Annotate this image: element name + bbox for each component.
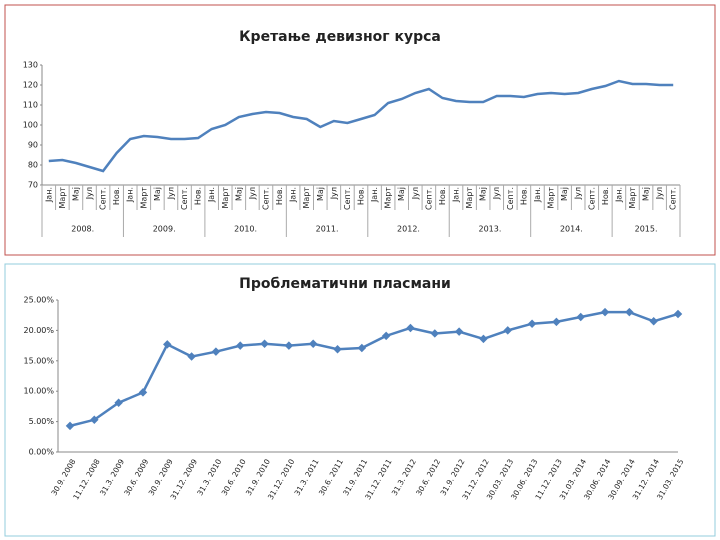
marker: [406, 323, 415, 333]
marker: [625, 307, 634, 317]
x-tick-label: Нов.: [357, 187, 366, 205]
marker: [454, 327, 464, 336]
x-tick-label: Мај: [234, 187, 243, 201]
marker: [381, 331, 391, 341]
marker: [527, 319, 537, 328]
x-tick-label: Септ.: [180, 187, 189, 210]
x-tick-label: Март: [628, 187, 637, 209]
year-label: 2014.: [560, 225, 583, 234]
x-tick-label: Мај: [642, 187, 651, 201]
line: [48, 79, 674, 173]
marker: [649, 317, 658, 326]
y-tick-label: 20.00%: [23, 326, 54, 335]
x-tick-label: Јул: [166, 187, 175, 200]
marker: [357, 343, 367, 353]
x-tick-label: Мај: [397, 187, 406, 201]
x-tick-label: Март: [465, 187, 474, 209]
x-tick-label: Мај: [479, 187, 488, 201]
x-tick-label: Нов.: [519, 187, 528, 205]
marker: [552, 317, 561, 327]
y-tick-label: 25.00%: [23, 296, 54, 305]
y-tick-label: 100: [23, 121, 38, 130]
x-tick-label: Јан.: [126, 187, 135, 203]
y-tick-label: 15.00%: [23, 356, 54, 365]
y-tick-label: 130: [23, 61, 38, 70]
y-tick-label: 110: [23, 101, 38, 110]
x-tick-label: Март: [302, 187, 311, 209]
marker: [90, 415, 99, 425]
x-tick-label: Март: [384, 187, 393, 209]
x-tick-label: Мај: [316, 187, 325, 201]
marker: [163, 340, 172, 349]
marker: [211, 347, 221, 356]
marker: [114, 398, 123, 407]
x-tick-label: Јан.: [533, 187, 542, 203]
x-tick-label: Септ.: [669, 187, 678, 210]
x-tick-label: Нов.: [438, 187, 447, 205]
marker: [65, 421, 75, 431]
x-tick-label: Јул: [574, 187, 583, 200]
y-tick-label: 10.00%: [23, 387, 54, 396]
marker: [479, 334, 488, 344]
x-tick-label: Јул: [85, 187, 94, 200]
marker: [576, 312, 585, 322]
x-tick-label: Септ.: [343, 187, 352, 210]
marker: [673, 309, 683, 319]
marker: [187, 352, 196, 361]
x-tick-label: Мај: [71, 187, 80, 201]
x-tick-label: Септ.: [587, 187, 596, 210]
x-tick-label: Јан.: [44, 187, 53, 203]
marker: [600, 307, 610, 317]
chart-title: Кретање девизног курса: [239, 29, 441, 45]
x-tick-label: Нов.: [601, 187, 610, 205]
marker: [430, 329, 440, 338]
x-tick-label: Јан.: [452, 187, 461, 203]
year-label: 2015.: [635, 225, 658, 234]
x-tick-label: Мај: [560, 187, 569, 201]
marker: [260, 339, 269, 349]
year-label: 2011.: [316, 225, 339, 234]
year-label: 2010.: [234, 225, 257, 234]
x-tick-label: Јан.: [614, 187, 623, 203]
x-tick-label: Септ.: [506, 187, 515, 210]
x-tick-label: Септ.: [99, 187, 108, 210]
y-tick-label: 0.00%: [29, 448, 55, 457]
year-label: 2012.: [397, 225, 420, 234]
x-tick-label: Јул: [411, 187, 420, 200]
x-tick-label: Нов.: [275, 187, 284, 205]
y-tick-label: 90: [28, 141, 38, 150]
x-tick-label: Март: [547, 187, 556, 209]
marker: [235, 341, 245, 350]
marker: [308, 339, 318, 349]
marker: [333, 345, 342, 354]
x-tick-label: Нов.: [112, 187, 121, 205]
x-tick-label: Март: [139, 187, 148, 209]
marker: [503, 326, 513, 335]
x-tick-label: Март: [221, 187, 230, 209]
line: [69, 310, 679, 428]
marker: [284, 341, 294, 350]
y-tick-label: 70: [28, 181, 38, 190]
x-tick-label: Јан.: [207, 187, 216, 203]
x-tick-label: Мај: [153, 187, 162, 201]
x-tick-label: Јул: [329, 187, 338, 200]
x-tick-label: Јул: [655, 187, 664, 200]
x-tick-label: Септ.: [424, 187, 433, 210]
x-tick-label: Јан.: [289, 187, 298, 203]
y-tick-label: 80: [28, 161, 38, 170]
x-tick-label: Јул: [248, 187, 257, 200]
y-tick-label: 120: [23, 81, 38, 90]
chart-title: Проблематични пласмани: [239, 276, 451, 292]
x-tick-label: Септ.: [261, 187, 270, 210]
year-label: 2009.: [153, 225, 176, 234]
y-tick-label: 5.00%: [29, 417, 55, 426]
x-tick-label: Јан.: [370, 187, 379, 203]
year-label: 2008.: [71, 225, 94, 234]
year-label: 2013.: [479, 225, 502, 234]
x-tick-label: Нов.: [194, 187, 203, 205]
x-tick-label: Јул: [492, 187, 501, 200]
x-tick-label: Март: [58, 187, 67, 209]
marker: [138, 388, 148, 397]
